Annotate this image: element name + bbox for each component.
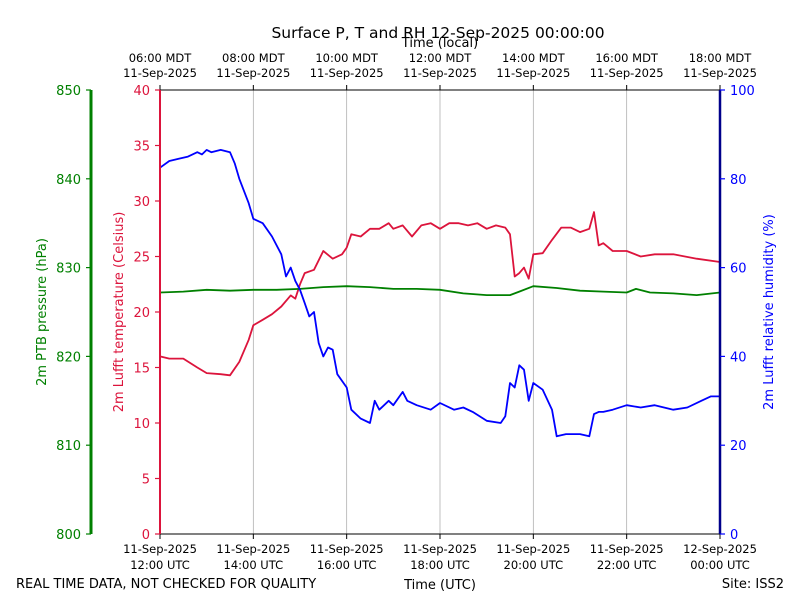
x-tick-label-date: 11-Sep-2025 xyxy=(310,542,384,556)
pressure-tick-label: 820 xyxy=(56,350,81,365)
x-tick-label-time: 20:00 UTC xyxy=(504,558,564,572)
top-tick-label-time: 14:00 MDT xyxy=(502,51,566,65)
series-layer xyxy=(159,148,721,438)
site-label: Site: ISS2 xyxy=(722,577,784,592)
x-tick-label-date: 11-Sep-2025 xyxy=(403,542,477,556)
top-tick-label-date: 11-Sep-2025 xyxy=(403,66,477,80)
temperature-tick-label: 30 xyxy=(133,195,150,210)
humidity-tick-label: 60 xyxy=(730,262,747,277)
top-tick-label-date: 11-Sep-2025 xyxy=(683,66,757,80)
humidity-axis-label: 2m Lufft relative humidity (%) xyxy=(762,214,777,410)
x-tick-label-date: 12-Sep-2025 xyxy=(683,542,757,556)
top-tick-label-date: 11-Sep-2025 xyxy=(216,66,290,80)
quality-notice: REAL TIME DATA, NOT CHECKED FOR QUALITY xyxy=(16,577,316,592)
x-tick-label-date: 11-Sep-2025 xyxy=(123,542,197,556)
temperature-tick-label: 5 xyxy=(142,473,150,488)
humidity-tick-label: 20 xyxy=(730,439,747,454)
top-tick-label-time: 08:00 MDT xyxy=(222,51,286,65)
temperature-tick-label: 15 xyxy=(133,362,150,377)
pressure-series-line xyxy=(159,285,721,297)
pressure-axis-label: 2m PTB pressure (hPa) xyxy=(35,238,50,386)
pressure-tick-label: 800 xyxy=(56,528,81,543)
top-tick-label-time: 06:00 MDT xyxy=(129,51,193,65)
x-tick-label-date: 11-Sep-2025 xyxy=(590,542,664,556)
temperature-tick-label: 35 xyxy=(133,140,150,155)
x-tick-label-time: 00:00 UTC xyxy=(690,558,750,572)
x-tick-label-time: 22:00 UTC xyxy=(597,558,657,572)
temperature-tick-label: 0 xyxy=(142,528,150,543)
pressure-tick-label: 840 xyxy=(56,173,81,188)
axis-ticks: 11-Sep-2025 12:00 UTC 11-Sep-2025 14:00 UTC… xyxy=(56,51,757,572)
x-tick-label-time: 14:00 UTC xyxy=(224,558,284,572)
x-tick-label-time: 12:00 UTC xyxy=(130,558,190,572)
top-tick-label-time: 16:00 MDT xyxy=(595,51,659,65)
top-tick-label-date: 11-Sep-2025 xyxy=(590,66,664,80)
humidity-tick-label: 40 xyxy=(730,350,747,365)
x-tick-label-date: 11-Sep-2025 xyxy=(496,542,570,556)
temperature-tick-label: 25 xyxy=(133,251,150,266)
top-tick-label-time: 18:00 MDT xyxy=(689,51,753,65)
humidity-tick-label: 100 xyxy=(730,84,755,99)
pressure-tick-label: 810 xyxy=(56,439,81,454)
temperature-series-line xyxy=(159,211,721,377)
x-tick-label-date: 11-Sep-2025 xyxy=(216,542,290,556)
temperature-tick-label: 20 xyxy=(133,306,150,321)
x-tick-label-time: 18:00 UTC xyxy=(410,558,470,572)
temperature-tick-label: 10 xyxy=(133,417,150,432)
top-tick-label-time: 10:00 MDT xyxy=(315,51,379,65)
chart-title: Surface P, T and RH 12-Sep-2025 00:00:00 xyxy=(271,24,604,42)
temperature-axis-label: 2m Lufft temperature (Celsius) xyxy=(112,212,127,413)
top-tick-label-time: 12:00 MDT xyxy=(409,51,473,65)
top-tick-label-date: 11-Sep-2025 xyxy=(496,66,570,80)
temperature-tick-label: 40 xyxy=(133,84,150,99)
top-tick-label-date: 11-Sep-2025 xyxy=(123,66,197,80)
pressure-tick-label: 830 xyxy=(56,262,81,277)
pressure-tick-label: 850 xyxy=(56,84,81,99)
humidity-series-line xyxy=(159,148,720,438)
top-tick-label-date: 11-Sep-2025 xyxy=(310,66,384,80)
x-tick-label-time: 16:00 UTC xyxy=(317,558,377,572)
vertical-gridlines xyxy=(252,90,628,534)
top-axis-label: Time (local) xyxy=(401,36,478,51)
humidity-tick-label: 0 xyxy=(730,528,738,543)
x-axis-label: Time (UTC) xyxy=(403,578,476,593)
humidity-tick-label: 80 xyxy=(730,173,747,188)
